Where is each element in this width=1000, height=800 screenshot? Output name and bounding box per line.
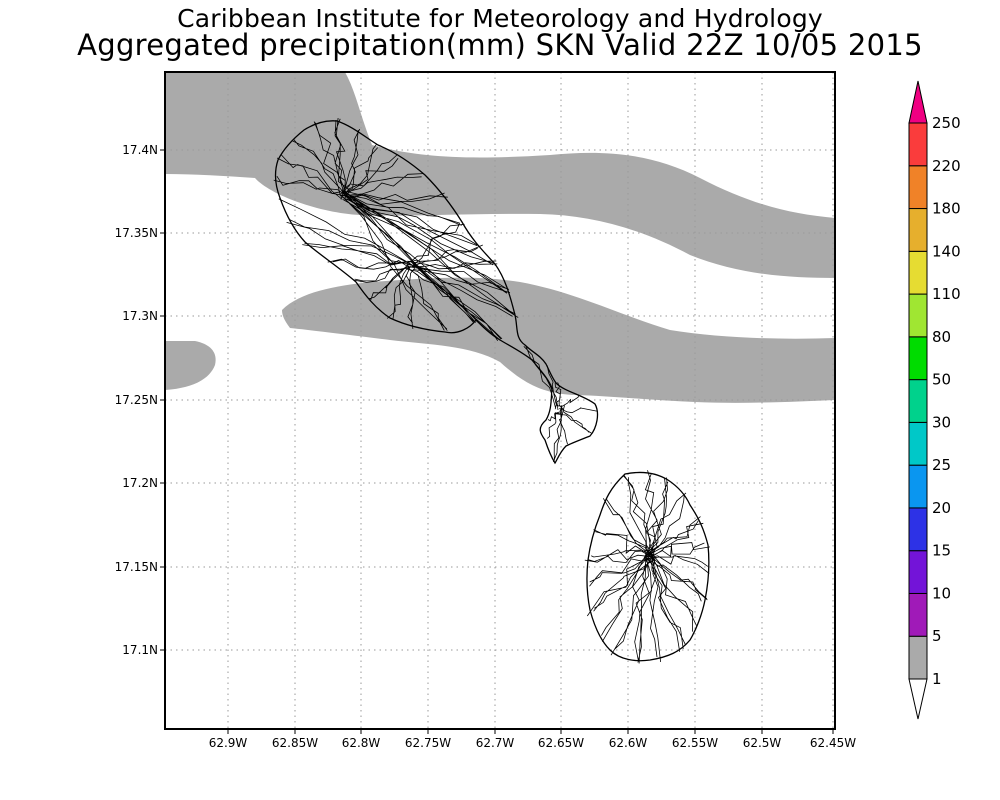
colorbar-label: 250 xyxy=(932,114,961,132)
nevis-island xyxy=(584,470,710,664)
precip-blob-west xyxy=(165,341,216,390)
colorbar-segment xyxy=(908,592,928,637)
colorbar-bottom-arrow xyxy=(908,678,928,720)
colorbar-label: 110 xyxy=(932,285,961,303)
colorbar-segment xyxy=(908,379,928,423)
colorbar-label: 50 xyxy=(932,371,951,389)
precipitation-areas xyxy=(165,72,835,403)
colorbar-label: 25 xyxy=(932,456,951,474)
colorbar-label: 1 xyxy=(932,670,942,688)
colorbar-segment xyxy=(908,507,928,552)
colorbar-segment xyxy=(908,464,928,509)
colorbar-label: 15 xyxy=(932,542,951,560)
st-kitts-outline xyxy=(274,120,599,465)
colorbar-segment xyxy=(908,550,928,594)
lon-tick-label: 62.8W xyxy=(342,736,381,750)
longitude-axis: 62.9W 62.85W 62.8W 62.75W 62.7W 62.65W 62.6W 62… xyxy=(209,729,856,750)
precip-band-north xyxy=(165,72,835,278)
colorbar-label: 20 xyxy=(932,499,951,517)
colorbar-top-arrow xyxy=(908,80,928,124)
lat-tick-label: 17.4N xyxy=(122,143,158,157)
lat-tick-label: 17.2N xyxy=(122,476,158,490)
colorbar-segment xyxy=(908,208,928,252)
st-kitts-drainage xyxy=(273,117,597,463)
colorbar-segment xyxy=(908,293,928,338)
colorbar-segment xyxy=(908,250,928,295)
lon-tick-label: 62.7W xyxy=(476,736,515,750)
lon-tick-label: 62.9W xyxy=(209,736,248,750)
colorbar-label: 30 xyxy=(932,413,951,431)
lat-tick-label: 17.3N xyxy=(122,309,158,323)
colorbar-label: 180 xyxy=(932,200,961,218)
lon-tick-label: 62.65W xyxy=(538,736,584,750)
st-kitts-island xyxy=(273,117,599,465)
colorbar-label: 220 xyxy=(932,157,961,175)
title-line-2: Aggregated precipitation(mm) SKN Valid 2… xyxy=(77,28,923,62)
colorbar-segment xyxy=(908,165,928,210)
lon-tick-label: 62.5W xyxy=(743,736,782,750)
colorbar-label: 80 xyxy=(932,328,951,346)
lon-tick-label: 62.6W xyxy=(609,736,648,750)
lon-tick-label: 62.45W xyxy=(810,736,856,750)
nevis-outline xyxy=(586,471,710,662)
islands xyxy=(273,117,710,664)
lat-tick-label: 17.1N xyxy=(122,643,158,657)
lon-tick-label: 62.55W xyxy=(672,736,718,750)
lat-tick-label: 17.25N xyxy=(115,393,158,407)
colorbar-segment xyxy=(908,336,928,381)
latitude-axis: 17.4N 17.35N 17.3N 17.25N 17.2N 17.15N 17.1N xyxy=(115,143,165,657)
colorbar-segment xyxy=(908,421,928,466)
lon-tick-label: 62.85W xyxy=(272,736,318,750)
lat-tick-label: 17.35N xyxy=(115,226,158,240)
colorbar-label: 10 xyxy=(932,584,951,602)
lon-tick-label: 62.75W xyxy=(405,736,451,750)
nevis-drainage xyxy=(584,470,710,664)
colorbar-label: 5 xyxy=(932,627,942,645)
title-line-1: Caribbean Institute for Meteorology and … xyxy=(177,4,823,33)
colorbar-label: 140 xyxy=(932,242,961,260)
colorbar-segment xyxy=(908,635,928,680)
colorbar-segment xyxy=(908,122,928,167)
lat-tick-label: 17.15N xyxy=(115,560,158,574)
precip-band-south xyxy=(282,277,835,403)
